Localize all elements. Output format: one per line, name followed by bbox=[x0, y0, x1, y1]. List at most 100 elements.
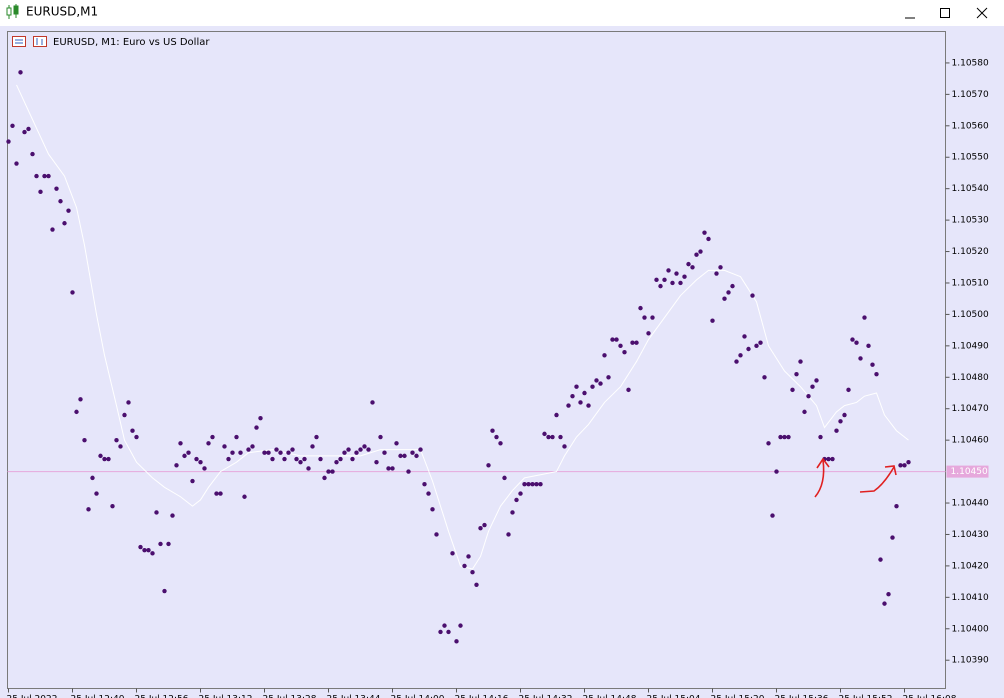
price-dot bbox=[38, 189, 43, 195]
price-dot bbox=[802, 409, 807, 415]
price-dot bbox=[442, 623, 447, 628]
price-dot bbox=[210, 434, 215, 440]
price-dot bbox=[150, 551, 155, 556]
price-dot bbox=[66, 208, 71, 213]
price-dot bbox=[418, 447, 423, 452]
arrow-head bbox=[816, 457, 830, 469]
price-dot bbox=[326, 469, 331, 474]
price-dot bbox=[902, 463, 907, 468]
price-dot bbox=[318, 456, 323, 462]
price-dot bbox=[6, 139, 11, 144]
price-dot bbox=[662, 277, 667, 283]
price-dot bbox=[674, 271, 679, 276]
price-dot bbox=[782, 434, 787, 440]
price-dot bbox=[218, 491, 223, 496]
price-dot bbox=[790, 387, 795, 393]
price-dot bbox=[726, 290, 731, 295]
app-icon bbox=[6, 4, 19, 19]
price-dot bbox=[886, 591, 891, 597]
price-dot bbox=[546, 434, 551, 440]
price-dot bbox=[778, 434, 783, 440]
price-dot bbox=[370, 400, 375, 405]
price-dot bbox=[582, 390, 587, 396]
price-dot bbox=[506, 532, 511, 537]
y-tick-label: 1.10520 bbox=[952, 247, 989, 257]
price-dot bbox=[258, 415, 263, 421]
price-dot bbox=[898, 463, 903, 468]
price-dot bbox=[714, 271, 719, 276]
price-dot bbox=[542, 431, 547, 437]
price-dot bbox=[798, 359, 803, 364]
price-dot bbox=[806, 393, 811, 399]
price-dot bbox=[762, 375, 767, 380]
x-tick-label: 25 Jul 14:00 bbox=[391, 695, 445, 698]
price-dot bbox=[718, 265, 723, 270]
x-tick-label: 25 Jul 13:12 bbox=[199, 695, 253, 698]
chart-icon bbox=[33, 36, 47, 47]
price-dot bbox=[814, 378, 819, 383]
price-dot bbox=[530, 481, 535, 487]
price-dot bbox=[382, 450, 387, 455]
price-dot bbox=[666, 268, 671, 273]
price-dot bbox=[626, 387, 631, 393]
price-dot bbox=[46, 173, 51, 179]
price-dot bbox=[402, 453, 407, 459]
y-tick-label: 1.10480 bbox=[952, 373, 989, 383]
price-dot bbox=[766, 441, 771, 446]
price-dot bbox=[186, 450, 191, 455]
price-dot bbox=[862, 315, 867, 320]
price-dot bbox=[534, 481, 539, 487]
price-dot bbox=[162, 588, 167, 594]
price-dot bbox=[574, 384, 579, 389]
price-dot bbox=[222, 444, 227, 449]
price-dot bbox=[566, 403, 571, 408]
price-dot bbox=[354, 450, 359, 455]
price-dot bbox=[490, 428, 495, 433]
price-dot bbox=[794, 371, 799, 377]
price-dot bbox=[22, 129, 27, 135]
price-dot bbox=[182, 453, 187, 459]
maximize-button[interactable] bbox=[940, 8, 950, 18]
price-dot bbox=[350, 456, 355, 462]
price-dot bbox=[138, 544, 143, 550]
price-dot bbox=[638, 305, 643, 311]
price-dot bbox=[450, 551, 455, 556]
price-dot bbox=[50, 227, 55, 232]
price-dot bbox=[374, 459, 379, 465]
price-dot bbox=[190, 478, 195, 484]
close-button[interactable] bbox=[976, 7, 988, 19]
price-dot bbox=[446, 629, 451, 635]
price-dot bbox=[106, 456, 111, 462]
x-tick-label: 25 Jul 12:40 bbox=[71, 695, 125, 698]
price-dot bbox=[298, 459, 303, 465]
price-dot bbox=[226, 456, 231, 462]
price-dot bbox=[730, 283, 735, 289]
bid-label: 1.10450 bbox=[951, 467, 988, 477]
price-dot bbox=[342, 450, 347, 455]
price-dot bbox=[194, 456, 199, 462]
price-dot bbox=[526, 481, 531, 487]
price-dot bbox=[422, 481, 427, 487]
price-dot bbox=[270, 456, 275, 462]
price-dot bbox=[198, 459, 203, 465]
price-dot bbox=[858, 356, 863, 361]
price-dot bbox=[158, 541, 163, 547]
price-dot bbox=[122, 412, 127, 418]
price-dot bbox=[610, 337, 615, 342]
y-tick-label: 1.10550 bbox=[952, 153, 989, 163]
price-dot bbox=[234, 434, 239, 440]
price-dot bbox=[482, 522, 487, 528]
price-dot bbox=[78, 397, 83, 402]
price-dot bbox=[474, 582, 479, 587]
price-dot bbox=[282, 456, 287, 462]
y-tick-label: 1.10510 bbox=[952, 278, 989, 288]
price-dot bbox=[266, 450, 271, 455]
price-dot bbox=[62, 221, 67, 226]
price-dot bbox=[850, 337, 855, 342]
price-dot bbox=[698, 249, 703, 254]
price-dot bbox=[366, 447, 371, 452]
price-dot bbox=[514, 497, 519, 503]
price-dot bbox=[818, 434, 823, 440]
price-dot bbox=[102, 456, 107, 462]
